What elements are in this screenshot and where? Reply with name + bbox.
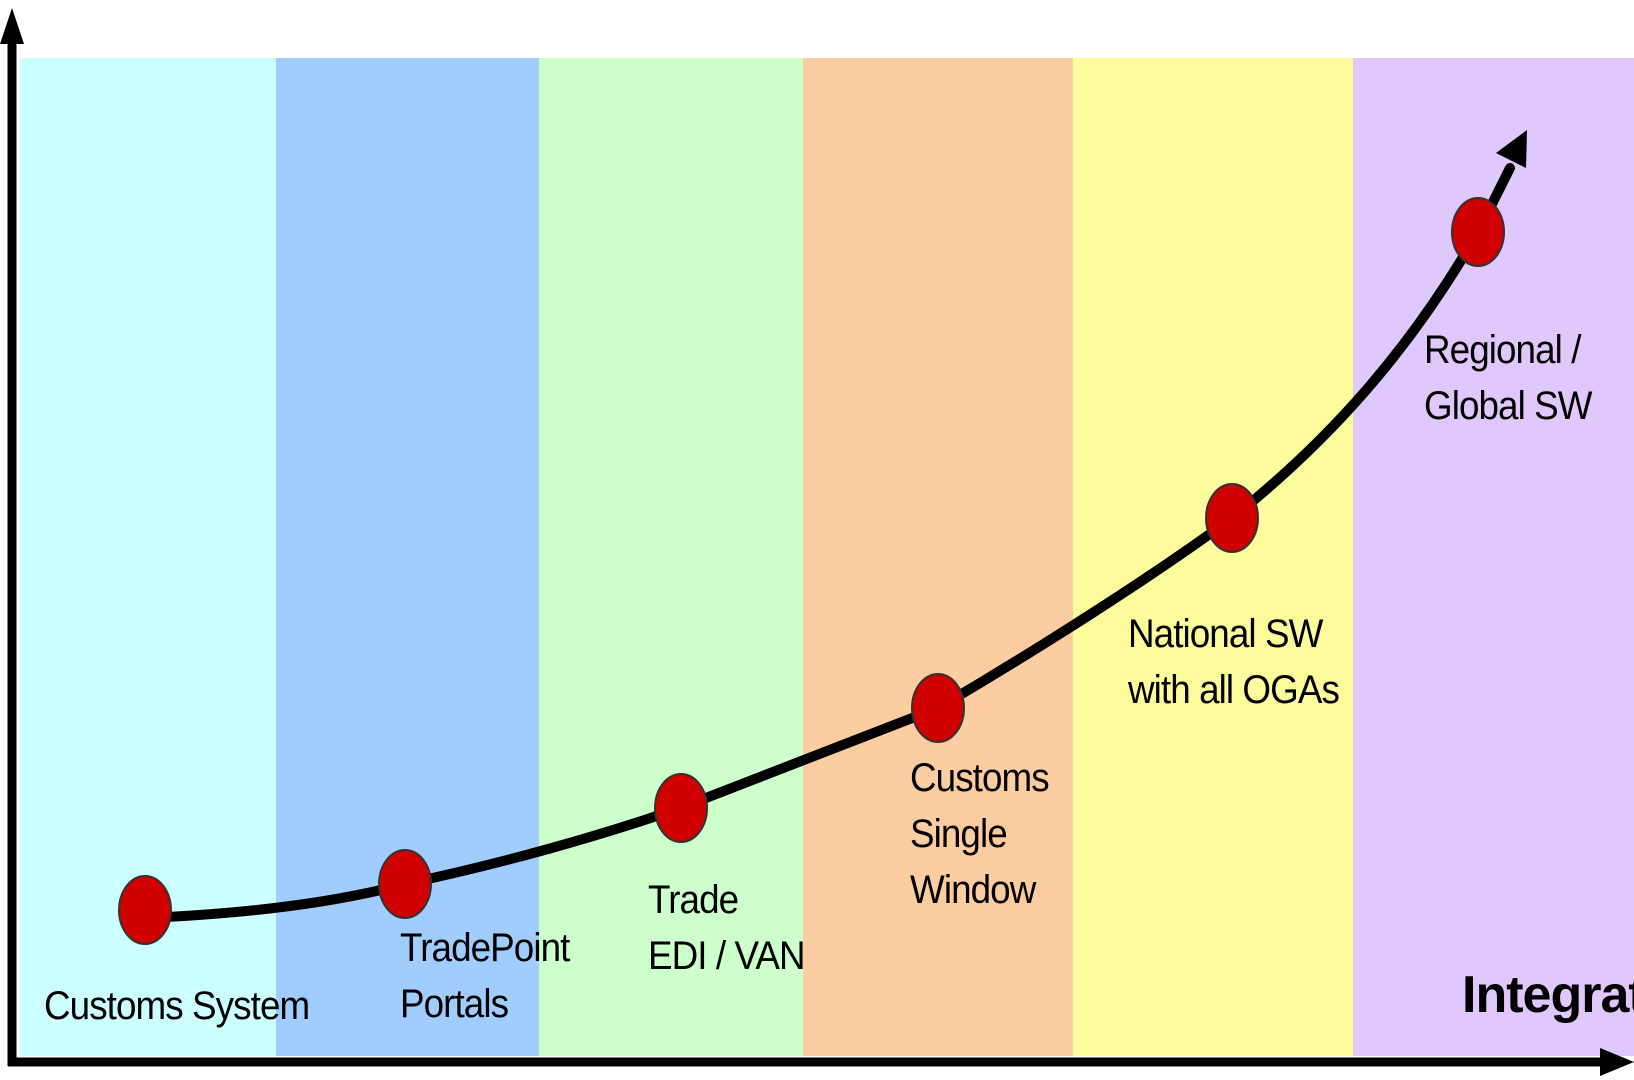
stage-label-national-sw: National SW with all OGAs [1128,606,1340,718]
background-bands [20,58,1634,1056]
stage-label-line: Customs System [44,984,310,1028]
stage-label-line: Single [910,812,1008,856]
stage-label-line: EDI / VAN [648,934,806,978]
stage-label-line: Portals [400,982,509,1026]
stage-label-trade-edi-van: Trade EDI / VAN [648,872,806,984]
stage-nodes [118,197,1505,945]
y-axis-arrow-icon [0,8,24,44]
stage-label-line: Global SW [1424,384,1593,428]
stage-label-regional-global-sw: Regional / Global SW [1424,322,1593,434]
stage-label-tradepoint-portals: TradePoint Portals [400,920,570,1032]
stage-label-line: Trade [648,878,739,922]
stage-label-line: with all OGAs [1128,668,1340,712]
node-trade-edi-van [654,773,708,843]
node-customs-system [118,875,172,945]
x-axis-arrow-icon [1600,1048,1634,1076]
stage-label-line: Customs [910,756,1050,800]
node-regional-global-sw [1451,197,1505,267]
stage-label-line: Window [910,868,1036,912]
stage-label-line: Regional / [1424,328,1581,372]
curve-arrowhead [1496,130,1527,168]
stage-label-line: TradePoint [400,926,570,970]
stage-label-customs-single-window: Customs Single Window [910,750,1050,918]
node-tradepoint-portals [378,849,432,919]
band-national-sw [1073,58,1353,1056]
band-trade-edi-van [539,58,803,1056]
stage-label-line: National SW [1128,612,1323,656]
node-customs-single-window [911,673,965,743]
x-axis-title: Integratic [1462,966,1634,1024]
stage-label-customs-system: Customs System [44,978,310,1034]
node-national-sw [1205,483,1259,553]
band-customs-single-window [803,58,1073,1056]
